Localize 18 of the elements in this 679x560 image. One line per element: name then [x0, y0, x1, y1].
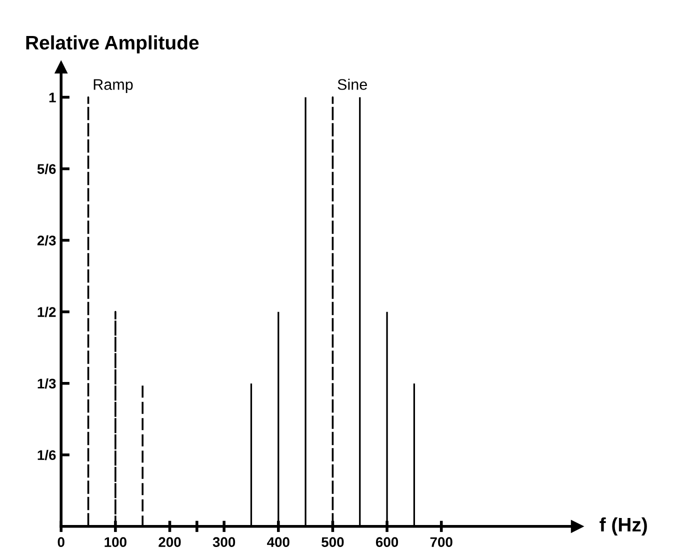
series-label: Sine — [338, 78, 367, 90]
x-tick-label: 200 — [158, 537, 181, 548]
y-tick-label: 1 — [49, 92, 56, 102]
y-tick-label: 1/3 — [38, 378, 56, 389]
x-tick-label: 500 — [322, 537, 344, 548]
x-tick-label: 0 — [58, 537, 64, 548]
y-tick-label: 2/3 — [37, 235, 56, 246]
y-axis-title: Relative Amplitude — [26, 35, 199, 54]
x-tick-label: 600 — [376, 537, 398, 548]
y-tick-label: 1/2 — [38, 306, 56, 318]
y-tick-label: 1/6 — [38, 450, 56, 460]
y-tick-label: 5/6 — [37, 164, 56, 174]
x-tick-label: 100 — [104, 537, 126, 548]
x-tick-label: 700 — [430, 537, 452, 548]
x-tick-label: 400 — [267, 537, 290, 548]
x-tick-label: 300 — [212, 537, 236, 548]
x-axis-title: f (Hz) — [600, 517, 647, 536]
series-label: Ramp — [94, 79, 133, 93]
